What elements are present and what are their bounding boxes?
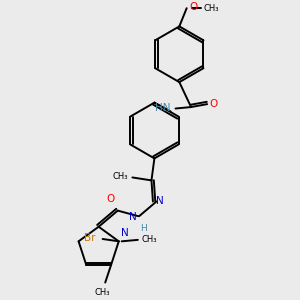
Text: HN: HN [155,103,170,113]
Text: O: O [209,98,218,109]
Text: O: O [106,194,115,204]
Text: CH₃: CH₃ [94,288,110,297]
Text: N: N [129,212,137,222]
Text: N: N [157,196,164,206]
Text: H: H [140,224,146,232]
Text: O: O [189,2,197,12]
Text: N: N [121,228,129,238]
Text: CH₃: CH₃ [112,172,128,181]
Text: CH₃: CH₃ [204,4,219,13]
Text: Br: Br [84,233,96,243]
Text: CH₃: CH₃ [142,236,157,244]
